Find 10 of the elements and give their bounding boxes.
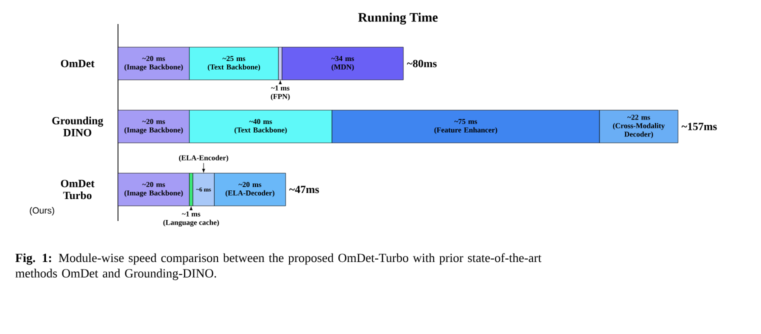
y-tick-label: Grounding DINO (52, 116, 104, 136)
bar (282, 46, 404, 80)
chart-title: Running Time (358, 12, 438, 25)
y-tick-label: OmDet (60, 60, 94, 68)
total-label: ~47ms (289, 186, 319, 194)
total-label: ~157ms (682, 122, 717, 130)
y-tick-label: OmDet Turbo (60, 180, 94, 200)
text: Fig. 1: Module-wise speed comparison between the proposed OmDet-Turbo with prior state-of-the-art methods OmDet and Grounding-DINO. (15, 253, 542, 280)
text: (Ours) (30, 207, 54, 216)
total-label: ~80ms (406, 60, 437, 68)
